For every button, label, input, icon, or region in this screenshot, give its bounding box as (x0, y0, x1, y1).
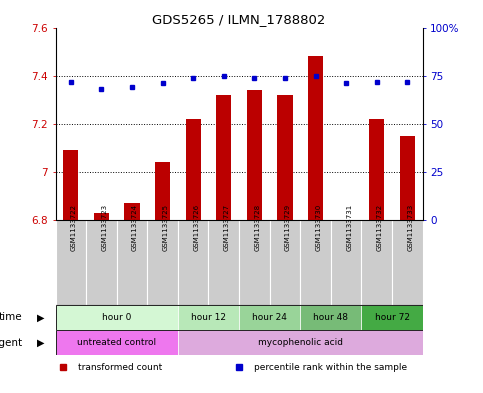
Text: GSM1133731: GSM1133731 (346, 204, 352, 251)
Bar (300, 305, 361, 330)
Text: GSM1133727: GSM1133727 (224, 204, 230, 251)
Text: GSM1133732: GSM1133732 (377, 204, 383, 251)
Bar (331, 220, 361, 305)
Text: hour 72: hour 72 (374, 313, 410, 322)
Bar (369, 119, 384, 220)
Text: hour 12: hour 12 (191, 313, 226, 322)
Text: GSM1133730: GSM1133730 (315, 204, 322, 251)
Text: GSM1133728: GSM1133728 (255, 204, 260, 251)
Text: GSM1133725: GSM1133725 (163, 204, 169, 251)
Text: ▶: ▶ (37, 312, 44, 322)
Bar (94, 213, 109, 220)
Text: GSM1133722: GSM1133722 (71, 204, 77, 251)
Bar (56, 330, 178, 355)
Bar (86, 220, 117, 305)
Bar (155, 162, 170, 220)
Text: agent: agent (0, 338, 23, 348)
Text: GSM1133726: GSM1133726 (193, 204, 199, 251)
Bar (300, 220, 331, 305)
Bar (178, 220, 209, 305)
Text: percentile rank within the sample: percentile rank within the sample (254, 363, 407, 372)
Bar (247, 90, 262, 220)
Text: mycophenolic acid: mycophenolic acid (258, 338, 343, 347)
Title: GDS5265 / ILMN_1788802: GDS5265 / ILMN_1788802 (153, 13, 326, 26)
Text: hour 0: hour 0 (102, 313, 131, 322)
Text: untreated control: untreated control (77, 338, 156, 347)
Text: GSM1133724: GSM1133724 (132, 204, 138, 251)
Bar (178, 305, 239, 330)
Bar (239, 220, 270, 305)
Bar (185, 119, 201, 220)
Bar (117, 220, 147, 305)
Bar (270, 220, 300, 305)
Bar (63, 151, 78, 220)
Bar (361, 305, 423, 330)
Bar (400, 136, 415, 220)
Text: GSM1133723: GSM1133723 (101, 204, 107, 251)
Bar (147, 220, 178, 305)
Bar (125, 204, 140, 220)
Bar (239, 305, 300, 330)
Text: transformed count: transformed count (78, 363, 162, 372)
Text: ▶: ▶ (37, 338, 44, 348)
Bar (209, 220, 239, 305)
Bar (308, 57, 323, 220)
Bar (277, 95, 293, 220)
Bar (216, 95, 231, 220)
Bar (361, 220, 392, 305)
Bar (56, 305, 178, 330)
Text: hour 48: hour 48 (313, 313, 348, 322)
Text: hour 24: hour 24 (252, 313, 287, 322)
Text: GSM1133733: GSM1133733 (407, 204, 413, 251)
Bar (178, 330, 423, 355)
Text: time: time (0, 312, 23, 322)
Bar (56, 220, 86, 305)
Text: GSM1133729: GSM1133729 (285, 204, 291, 251)
Bar (392, 220, 423, 305)
